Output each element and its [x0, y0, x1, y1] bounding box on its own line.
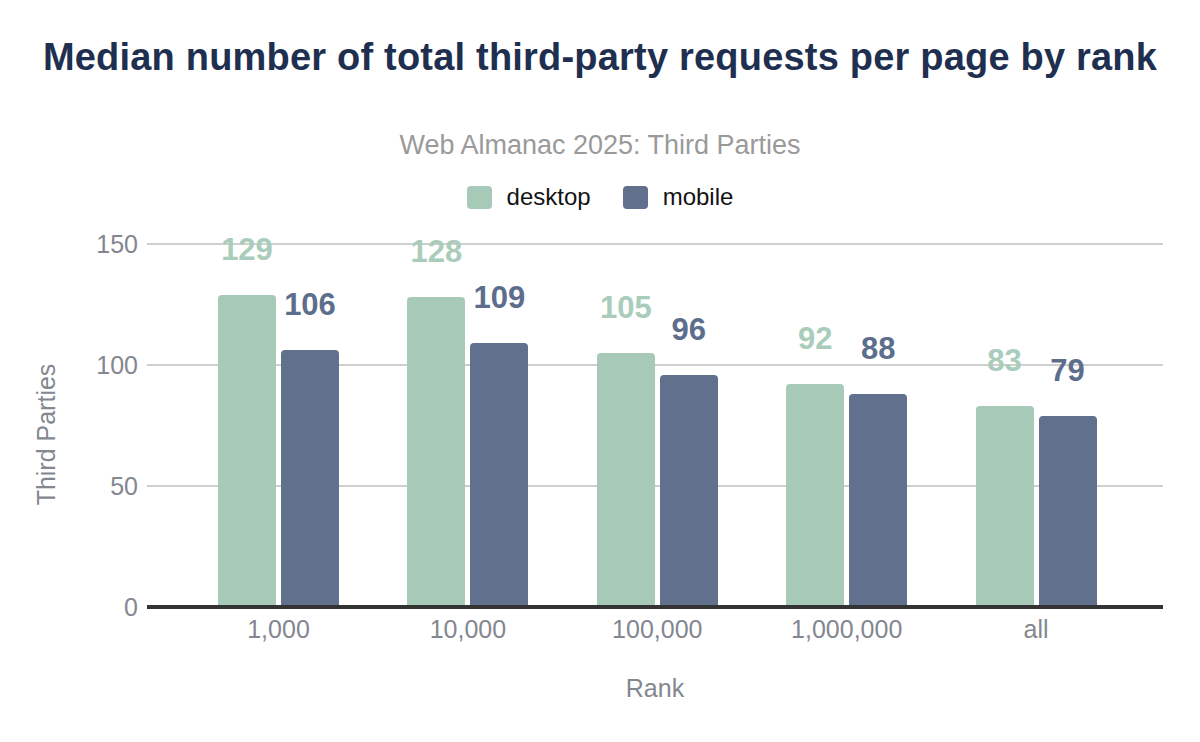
desktop-bar — [976, 406, 1034, 607]
mobile-bar-value-label: 109 — [449, 280, 549, 316]
desktop-bar — [786, 384, 844, 607]
x-axis-baseline — [147, 605, 1163, 609]
mobile-bar — [470, 343, 528, 607]
mobile-bar-value-label: 106 — [260, 287, 360, 323]
y-tick-50: 50 — [78, 472, 138, 501]
x-axis-title: Rank — [147, 674, 1163, 703]
x-tick-all: all — [941, 615, 1131, 644]
x-tick-1,000,000: 1,000,000 — [752, 615, 942, 644]
mobile-bar — [281, 350, 339, 607]
x-tick-100,000: 100,000 — [562, 615, 752, 644]
x-tick-1,000: 1,000 — [184, 615, 374, 644]
mobile-bar — [849, 394, 907, 607]
y-tick-0: 0 — [78, 593, 138, 622]
mobile-bar-value-label: 88 — [828, 331, 928, 367]
y-tick-150: 150 — [78, 230, 138, 259]
mobile-bar-value-label: 79 — [1018, 353, 1118, 389]
desktop-bar — [218, 295, 276, 607]
mobile-bar — [660, 375, 718, 607]
y-axis-title: Third Parties — [32, 355, 61, 515]
mobile-bar-value-label: 96 — [639, 312, 739, 348]
desktop-bar-value-label: 129 — [197, 232, 297, 268]
mobile-bar — [1039, 416, 1097, 607]
chart-figure: Median number of total third-party reque… — [0, 0, 1200, 742]
x-tick-10,000: 10,000 — [373, 615, 563, 644]
desktop-bar — [407, 297, 465, 607]
y-tick-100: 100 — [78, 351, 138, 380]
gridline-150 — [147, 243, 1163, 245]
desktop-bar-value-label: 128 — [386, 234, 486, 270]
plot-area: 0501001501291061,00012810910,00010596100… — [0, 0, 1200, 742]
desktop-bar — [597, 353, 655, 607]
